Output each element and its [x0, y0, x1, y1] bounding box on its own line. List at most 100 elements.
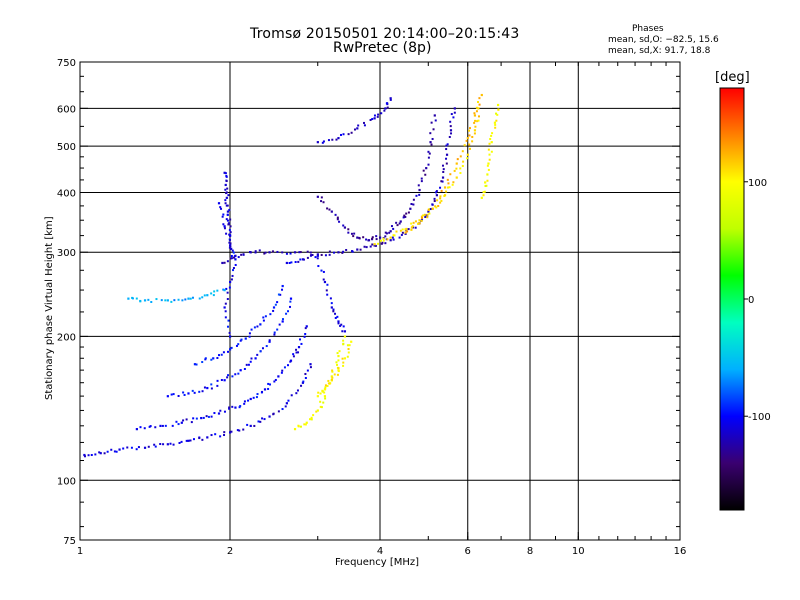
data-point — [225, 192, 228, 195]
data-point — [227, 223, 230, 226]
data-point — [411, 225, 414, 228]
data-point — [201, 438, 204, 441]
data-point — [477, 107, 480, 110]
data-point — [311, 253, 314, 256]
data-point — [482, 194, 485, 197]
data-point — [237, 343, 240, 346]
data-point — [210, 292, 213, 295]
data-point — [289, 300, 292, 303]
data-point — [322, 201, 325, 204]
data-point — [416, 222, 419, 225]
data-point — [255, 396, 258, 399]
data-point — [468, 134, 471, 137]
data-point — [342, 224, 345, 227]
data-point — [300, 384, 303, 387]
phase-stats-x: mean, sd,X: 91.7, 18.8 — [608, 46, 711, 56]
data-point — [224, 310, 227, 313]
data-point — [342, 339, 345, 342]
data-point — [274, 303, 277, 306]
data-point — [248, 332, 251, 335]
data-point — [223, 289, 226, 292]
data-point — [210, 358, 213, 361]
data-point — [212, 294, 215, 297]
data-point — [274, 378, 277, 381]
data-point — [180, 421, 183, 424]
data-point — [172, 393, 175, 396]
data-point — [296, 389, 299, 392]
data-point — [281, 251, 284, 254]
data-point — [293, 428, 297, 431]
data-point — [310, 254, 313, 257]
data-point — [225, 287, 228, 290]
data-point — [347, 231, 350, 234]
data-point — [225, 218, 228, 221]
data-point — [335, 138, 338, 141]
data-point — [480, 93, 483, 97]
data-point — [276, 250, 279, 253]
data-point — [386, 238, 389, 241]
data-point — [187, 392, 190, 395]
data-point — [191, 296, 194, 299]
data-point — [445, 153, 449, 156]
data-point — [236, 429, 239, 432]
data-point — [426, 216, 429, 219]
data-point — [160, 299, 163, 302]
data-point — [420, 216, 423, 219]
data-point — [347, 348, 350, 351]
data-point — [287, 399, 290, 402]
data-point — [225, 175, 228, 178]
data-point — [384, 107, 387, 110]
data-point — [268, 415, 271, 418]
x-tick-label: 4 — [377, 546, 383, 557]
data-point — [347, 228, 350, 231]
data-point — [346, 344, 349, 347]
data-point — [373, 114, 376, 117]
data-point — [220, 207, 223, 210]
data-point — [272, 412, 275, 415]
colorbar-tick-label: 0 — [748, 295, 754, 306]
data-point — [388, 231, 391, 234]
data-point — [393, 234, 396, 237]
data-point — [177, 298, 180, 301]
data-point — [338, 350, 341, 353]
data-point — [173, 299, 176, 302]
data-point — [272, 309, 275, 312]
data-point — [233, 255, 236, 258]
data-point — [297, 351, 300, 354]
data-point — [497, 108, 500, 111]
data-point — [427, 209, 430, 212]
data-point — [267, 387, 270, 390]
data-point — [445, 148, 448, 151]
data-point — [161, 424, 164, 427]
data-point — [219, 409, 222, 412]
y-tick-label: 600 — [57, 104, 76, 115]
data-point — [292, 355, 295, 358]
data-point — [440, 180, 443, 183]
data-point — [290, 394, 293, 397]
data-point — [193, 391, 196, 394]
data-point — [445, 162, 448, 165]
data-point — [259, 420, 262, 423]
data-point — [477, 115, 480, 118]
data-point — [230, 346, 233, 349]
data-point — [254, 251, 257, 254]
data-point — [223, 225, 226, 228]
data-point — [228, 241, 231, 244]
data-point — [232, 256, 235, 259]
data-point — [239, 369, 242, 372]
y-tick-label: 200 — [57, 332, 76, 343]
data-point — [405, 227, 408, 230]
data-point — [306, 369, 309, 372]
x-tick-label: 8 — [527, 546, 533, 557]
data-point — [285, 261, 288, 265]
data-point — [273, 380, 276, 383]
y-tick-label: 500 — [57, 142, 76, 153]
x-axis-label: Frequency [MHz] — [335, 557, 420, 568]
data-point — [222, 288, 225, 291]
data-point — [415, 194, 418, 197]
data-point — [281, 318, 284, 321]
data-point — [229, 245, 232, 248]
data-point — [229, 231, 232, 234]
data-point — [309, 418, 312, 421]
data-point — [420, 177, 423, 180]
